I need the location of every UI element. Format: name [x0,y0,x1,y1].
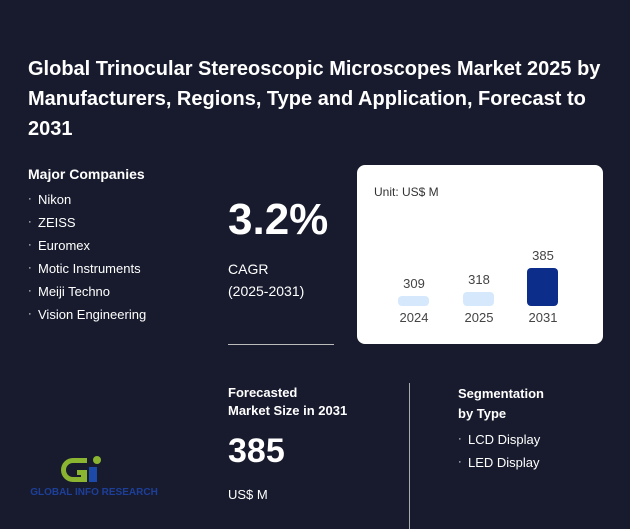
bar-category-label: 2024 [399,310,429,325]
cagr-label: CAGR [228,261,269,277]
company-item: ZEISS [28,211,146,234]
segmentation-list: LCD DisplayLED Display [458,428,544,474]
segmentation-item: LCD Display [458,428,544,451]
bar-value-label: 318 [468,272,490,288]
forecast-value: 385 [228,432,285,470]
major-companies: Major Companies NikonZEISSEuromexMotic I… [28,166,146,326]
bar-value-label: 385 [532,248,554,264]
bar-2024 [398,295,429,306]
forecast-heading-1: Forecasted [228,385,298,400]
bar-value-label: 309 [403,275,425,291]
segmentation-item: LED Display [458,451,544,474]
page-title: Global Trinocular Stereoscopic Microscop… [28,58,601,140]
company-item: Motic Instruments [28,257,146,280]
bar-2025 [463,292,494,306]
forecast-unit: US$ M [228,487,268,502]
vertical-divider [409,383,410,529]
company-item: Nikon [28,188,146,211]
cagr-value: 3.2% [228,195,329,244]
gi-logo-icon: GLOBAL INFO RESEARCH [30,456,158,498]
chart-unit: Unit: US$ M [374,185,439,199]
bar-2031 [527,268,558,306]
market-chart-card: Unit: US$ M 309 2024 318 2025 385 2031 [357,165,603,344]
company-item: Euromex [28,234,146,257]
cagr-period: (2025-2031) [228,283,305,299]
svg-text:GLOBAL INFO RESEARCH: GLOBAL INFO RESEARCH [30,487,158,498]
company-item: Meiji Techno [28,280,146,303]
forecast-heading-2: Market Size in 2031 [228,403,348,418]
bar-category-label: 2025 [464,310,494,325]
company-item: Vision Engineering [28,303,146,326]
divider [228,344,334,345]
bar-category-label: 2031 [528,310,558,325]
companies-heading: Major Companies [28,166,145,182]
companies-list: NikonZEISSEuromexMotic InstrumentsMeiji … [28,188,146,326]
segmentation-heading-2: by Type [458,406,507,421]
segmentation-heading-1: Segmentation [458,386,544,401]
logo: GLOBAL INFO RESEARCH [27,450,162,503]
